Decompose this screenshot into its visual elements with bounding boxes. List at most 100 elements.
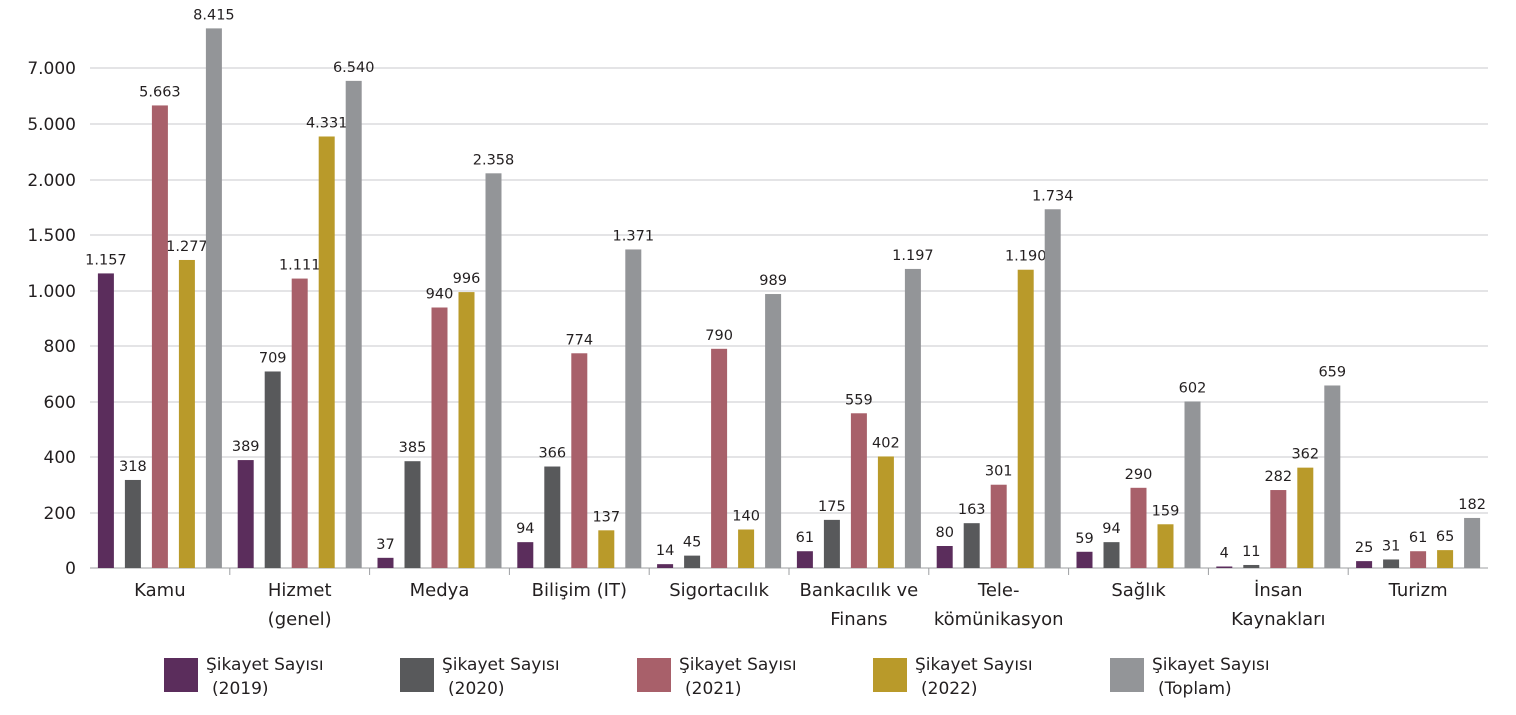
bar [571,353,588,568]
data-label: 940 [426,287,454,303]
data-label: 1.371 [613,228,655,244]
bar [291,278,308,568]
bar [237,460,254,568]
bar [151,105,168,568]
bar [345,80,362,568]
bar [124,479,141,568]
bar [850,413,867,568]
y-tick-label: 0 [65,559,76,579]
bar [458,292,475,568]
x-category-label: Kaynakları [1231,609,1325,630]
bar [1103,542,1120,568]
x-category-label: (genel) [268,609,332,630]
bar [1410,551,1427,568]
data-label: 4.331 [306,115,348,131]
y-tick-label: 400 [44,448,76,468]
bar [404,461,421,568]
bar [936,546,953,568]
x-category-label: Bankacılık ve [800,580,919,601]
bar [1437,550,1454,568]
data-label: 559 [845,392,873,408]
bar [1324,385,1341,568]
bar [598,530,615,568]
y-tick-label: 7.000 [27,59,76,79]
data-label: 709 [259,350,287,366]
bar [1464,517,1481,568]
bar [485,173,502,569]
data-label: 61 [796,530,814,546]
bar [1216,566,1233,568]
y-tick-label: 200 [44,504,76,524]
x-category-label: Kamu [134,580,185,601]
bar [823,519,840,568]
bar [264,371,281,568]
x-category-label: Sağlık [1111,580,1166,601]
bar [1130,487,1147,568]
x-category-label: Tele- [977,580,1020,601]
data-label: 790 [705,328,733,344]
data-label: 140 [732,509,760,525]
x-category-label: İnsan [1254,580,1303,601]
data-label: 4 [1220,546,1229,562]
data-label: 175 [818,499,846,515]
data-label: 65 [1436,529,1454,545]
data-label: 45 [683,535,701,551]
x-category-label: Bilişim (IT) [532,580,627,601]
x-category-label: Hizmet [268,580,332,601]
bar [877,456,894,568]
data-label: 1.190 [1005,249,1047,265]
data-label: 989 [759,273,787,289]
data-label: 1.277 [166,239,208,255]
y-tick-label: 600 [44,393,76,413]
data-label: 61 [1409,530,1427,546]
data-label: 362 [1291,447,1319,463]
bar [657,564,674,568]
bar [431,307,448,568]
x-category-label: kömünikasyon [934,609,1064,630]
bar [796,551,813,568]
data-label: 318 [119,459,147,475]
bar [990,484,1007,568]
data-label: 159 [1152,503,1180,519]
data-label: 1.157 [85,252,127,268]
bar [684,555,701,568]
data-label: 11 [1242,544,1260,560]
data-label: 659 [1318,364,1346,380]
data-label: 6.540 [333,60,375,76]
bar [97,273,114,568]
bar [904,268,921,568]
data-label: 25 [1355,540,1373,556]
data-label: 1.111 [279,258,321,274]
data-label: 137 [592,509,620,525]
bar [1076,551,1093,568]
x-category-label: Finans [830,609,887,630]
bar [377,557,394,568]
y-tick-label: 1.500 [27,226,76,246]
bar [544,466,561,568]
data-label: 282 [1264,469,1292,485]
data-label: 94 [1102,521,1120,537]
y-tick-label: 5.000 [27,115,76,135]
y-tick-label: 2.000 [27,171,76,191]
x-category-label: Medya [410,580,470,601]
bar [625,249,642,568]
bar [205,28,222,568]
bar [1356,561,1373,568]
data-label: 996 [453,271,481,287]
bar [517,542,534,568]
bar [318,136,335,568]
bar [711,348,728,568]
data-label: 602 [1179,380,1207,396]
data-label: 2.358 [473,152,515,168]
bar [1157,524,1174,568]
data-label: 31 [1382,538,1400,554]
bar [1383,559,1400,568]
bar [1017,269,1034,568]
data-label: 290 [1125,467,1153,483]
x-category-label: Turizm [1388,580,1448,601]
data-label: 94 [516,521,534,537]
data-label: 1.197 [892,248,934,264]
data-label: 80 [935,525,953,541]
data-label: 14 [656,543,674,559]
